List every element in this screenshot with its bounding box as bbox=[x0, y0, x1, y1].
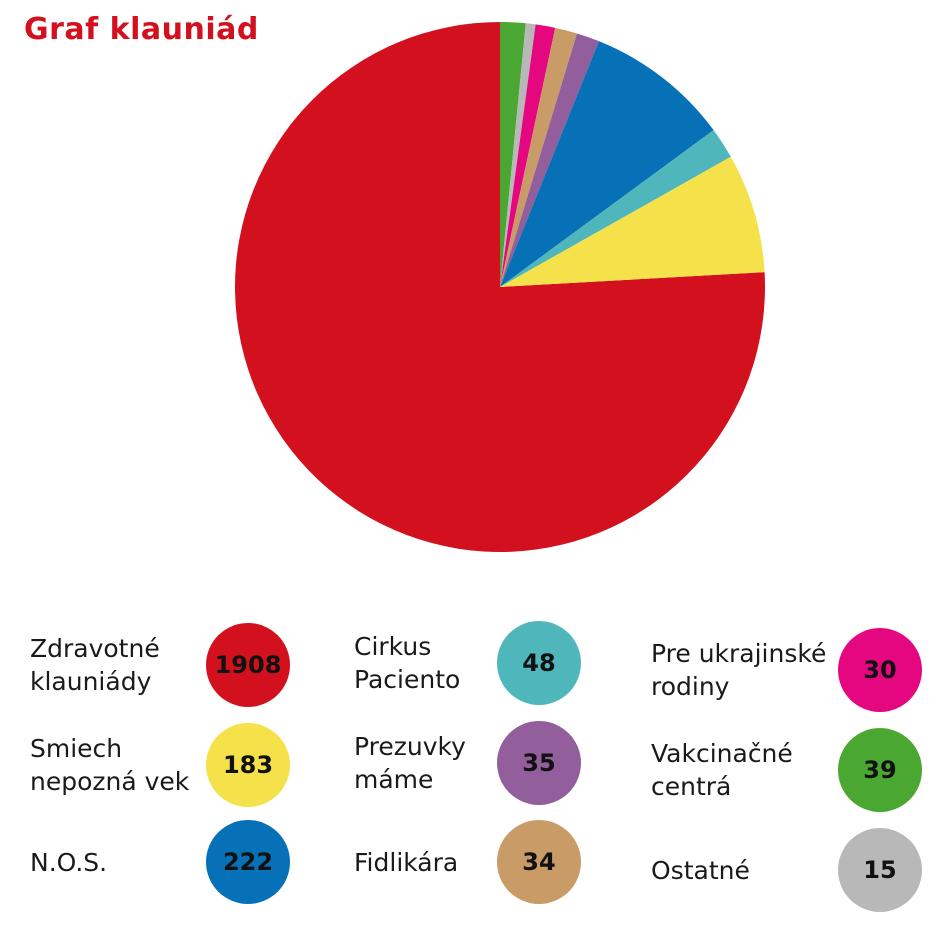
pie-slice-2 bbox=[500, 130, 731, 287]
legend-value-badge: 183 bbox=[206, 723, 290, 807]
legend-label-line: N.O.S. bbox=[30, 847, 108, 877]
legend-value-badge: 35 bbox=[497, 721, 581, 805]
legend-label-line: Cirkus bbox=[354, 632, 432, 661]
legend-label: Smiech nepozná vek bbox=[30, 732, 189, 798]
pie-slice-0 bbox=[234, 22, 765, 553]
legend-label-line: Ostatné bbox=[651, 855, 750, 885]
legend-label-line: klauniády bbox=[30, 667, 152, 696]
legend-label: Ostatné bbox=[651, 854, 750, 887]
legend-label-line: rodiny bbox=[651, 672, 730, 701]
legend-label-line: Pre ukrajinské bbox=[651, 639, 827, 668]
legend-value-badge: 30 bbox=[838, 628, 922, 712]
pie-slice-6 bbox=[500, 24, 556, 287]
legend-label: Zdravotné klauniády bbox=[30, 632, 160, 698]
legend-value-badge: 34 bbox=[497, 820, 581, 904]
legend-label: Cirkus Paciento bbox=[354, 630, 460, 696]
legend-value-badge: 222 bbox=[206, 820, 290, 904]
legend-label-line: nepozná vek bbox=[30, 767, 190, 796]
legend-label-line: centrá bbox=[651, 772, 732, 801]
legend-value-badge: 48 bbox=[497, 621, 581, 705]
legend-label-line: máme bbox=[354, 765, 434, 794]
legend-label: N.O.S. bbox=[30, 846, 107, 879]
pie-slice-3 bbox=[500, 41, 714, 288]
legend-value-badge: 1908 bbox=[206, 623, 290, 707]
chart-title: Graf klauniád bbox=[24, 12, 259, 47]
pie-slice-7 bbox=[500, 23, 536, 288]
legend-label-line: Fidlikára bbox=[354, 847, 459, 877]
legend-label: Pre ukrajinské rodiny bbox=[651, 637, 826, 703]
pie-slice-8 bbox=[500, 22, 526, 287]
legend-label-line: Prezuvky bbox=[354, 732, 466, 761]
legend-label-line: Vakcinačné bbox=[651, 739, 793, 768]
legend-value-badge: 15 bbox=[838, 828, 922, 912]
legend-label-line: Smiech bbox=[30, 734, 123, 763]
pie-slice-5 bbox=[500, 27, 578, 288]
pie-slice-4 bbox=[500, 33, 599, 287]
legend-label: Fidlikára bbox=[354, 846, 458, 879]
legend-label-line: Zdravotné bbox=[30, 634, 160, 663]
legend-label: Vakcinačné centrá bbox=[651, 737, 793, 803]
legend-value-badge: 39 bbox=[838, 728, 922, 812]
pie-chart bbox=[234, 22, 765, 553]
pie-slice-1 bbox=[500, 156, 765, 287]
legend-label: Prezuvky máme bbox=[354, 730, 466, 796]
legend-label-line: Paciento bbox=[354, 665, 461, 694]
